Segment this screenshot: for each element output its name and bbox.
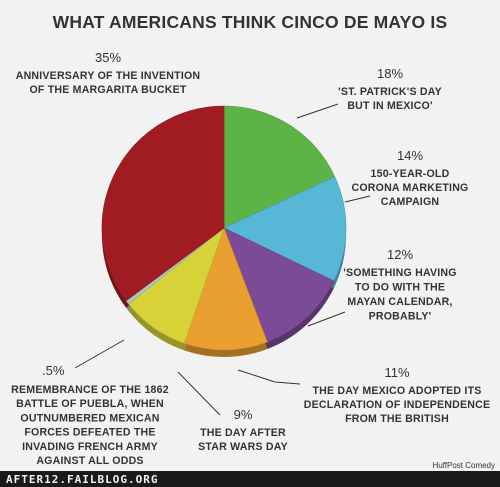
slice-label-5-line-5: AGAINST ALL ODDS — [36, 455, 143, 467]
slice-label-4-line-1: STAR WARS DAY — [198, 441, 288, 453]
slice-label-2-line-2: MAYAN CALENDAR, — [347, 296, 452, 308]
chart-title: WHAT AMERICANS THINK CINCO DE MAYO IS — [53, 12, 448, 32]
slice-label-5-line-2: OUTNUMBERED MEXICAN — [20, 412, 159, 424]
slice-label-2-line-3: PROBABLY' — [369, 311, 432, 323]
pie — [101, 105, 347, 358]
leader-line-4 — [177, 371, 221, 416]
footer-bar — [0, 471, 500, 487]
pie-slice-6 — [101, 105, 225, 302]
leader-line-5 — [74, 339, 125, 369]
slice-label-2-line-1: TO DO WITH THE — [355, 282, 445, 294]
pie-slice-2 — [223, 227, 335, 343]
leader-line-0 — [296, 103, 339, 119]
slice-label-2-line-0: 'SOMETHING HAVING — [343, 267, 456, 279]
slice-label-6-line-0: ANNIVERSARY OF THE INVENTION — [16, 70, 201, 82]
slice-label-5-line-4: INVADING FRENCH ARMY — [22, 441, 158, 453]
slice-percent-1: 14% — [397, 148, 423, 163]
footer-credit: HuffPost Comedy — [432, 461, 495, 470]
leader-line-2 — [307, 311, 346, 327]
leader-line-3 — [237, 369, 301, 385]
pie-slice-1 — [223, 176, 347, 282]
slice-percent-0: 18% — [377, 66, 403, 81]
slice-percent-6: 35% — [95, 50, 121, 65]
slice-label-3-line-1: DECLARATION OF INDEPENDENCE — [304, 399, 490, 411]
slice-label-1-line-2: CAMPAIGN — [381, 196, 440, 208]
footer-site: AFTER12.FAILBLOG.ORG — [6, 473, 158, 486]
slice-percent-5: .5% — [42, 363, 65, 378]
slice-percent-3: 11% — [384, 365, 409, 380]
slice-label-0-line-0: 'ST. PATRICK'S DAY — [338, 86, 442, 98]
slice-percent-4: 9% — [234, 407, 253, 422]
slice-labels: 18% 'ST. PATRICK'S DAY BUT IN MEXICO' 14% 15… — [11, 50, 490, 467]
slice-label-3-line-2: FROM THE BRITISH — [345, 413, 449, 425]
pie-slice-0 — [223, 105, 336, 229]
leader-line-1 — [344, 195, 371, 203]
slice-label-5-line-0: REMEMBRANCE OF THE 1862 — [11, 384, 169, 396]
slice-label-1-line-0: 150-YEAR-OLD — [371, 168, 450, 180]
slice-label-5-line-1: BATTLE OF PUEBLA, WHEN — [16, 398, 164, 410]
pie-slice-3 — [183, 227, 268, 351]
slice-percent-2: 12% — [387, 247, 413, 262]
slice-label-6-line-1: OF THE MARGARITA BUCKET — [29, 84, 186, 96]
slice-label-0-line-1: BUT IN MEXICO' — [347, 100, 432, 112]
slice-label-4-line-0: THE DAY AFTER — [200, 427, 286, 439]
slice-label-5-line-3: FORCES DEFEATED THE — [24, 427, 155, 439]
leader-lines — [74, 103, 371, 416]
slice-label-1-line-1: CORONA MARKETING — [352, 182, 469, 194]
slice-label-3-line-0: THE DAY MEXICO ADOPTED ITS — [312, 385, 481, 397]
